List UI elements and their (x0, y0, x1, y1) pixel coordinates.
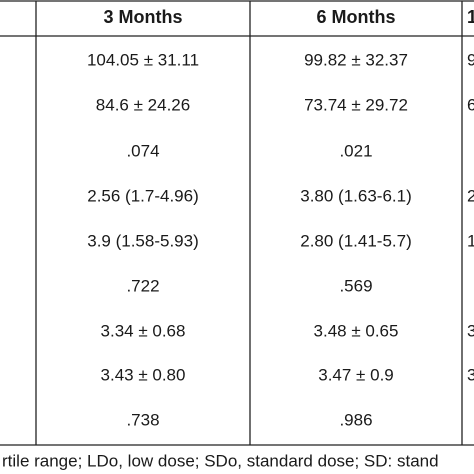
table-cell: 3.43 ± 0.80 (101, 365, 186, 384)
table-cell: 3.34 ± 0.68 (101, 321, 186, 340)
table-cell: 1.8 (467, 231, 474, 250)
table-cell: .738 (126, 410, 159, 429)
table-cell: 99.82 ± 32.37 (304, 50, 408, 69)
footnote: rtile range; LDo, low dose; SDo, standar… (2, 451, 439, 470)
table-cell: 2.2 (467, 186, 474, 205)
table-cell: 3.80 (1.63-6.1) (300, 186, 412, 205)
header-cell: 6 Months (317, 7, 396, 27)
table-cell: 3. (467, 321, 474, 340)
table-cell: 2.80 (1.41-5.7) (300, 231, 412, 250)
table-cell: .569 (339, 276, 372, 295)
table-cell: 3.9 (1.58-5.93) (87, 231, 199, 250)
table-cell: .021 (339, 141, 372, 160)
table-cell: 84.6 ± 24.26 (96, 95, 190, 114)
table-cell: .074 (126, 141, 159, 160)
table-cell: 2.56 (1.7-4.96) (87, 186, 199, 205)
header-cell: 3 Months (104, 7, 183, 27)
table-cell: 65. (467, 95, 474, 114)
table-cell: 90 (467, 50, 474, 69)
table-cell: 73.74 ± 29.72 (304, 95, 408, 114)
table-cell: 3.47 ± 0.9 (318, 365, 394, 384)
table-cell: .986 (339, 410, 372, 429)
table-cell: 3.48 ± 0.65 (314, 321, 399, 340)
header-cell: 12 (467, 7, 474, 27)
table-cell: 104.05 ± 31.11 (87, 50, 199, 69)
table-cell: 3. (467, 365, 474, 384)
table-cell: .722 (126, 276, 159, 295)
